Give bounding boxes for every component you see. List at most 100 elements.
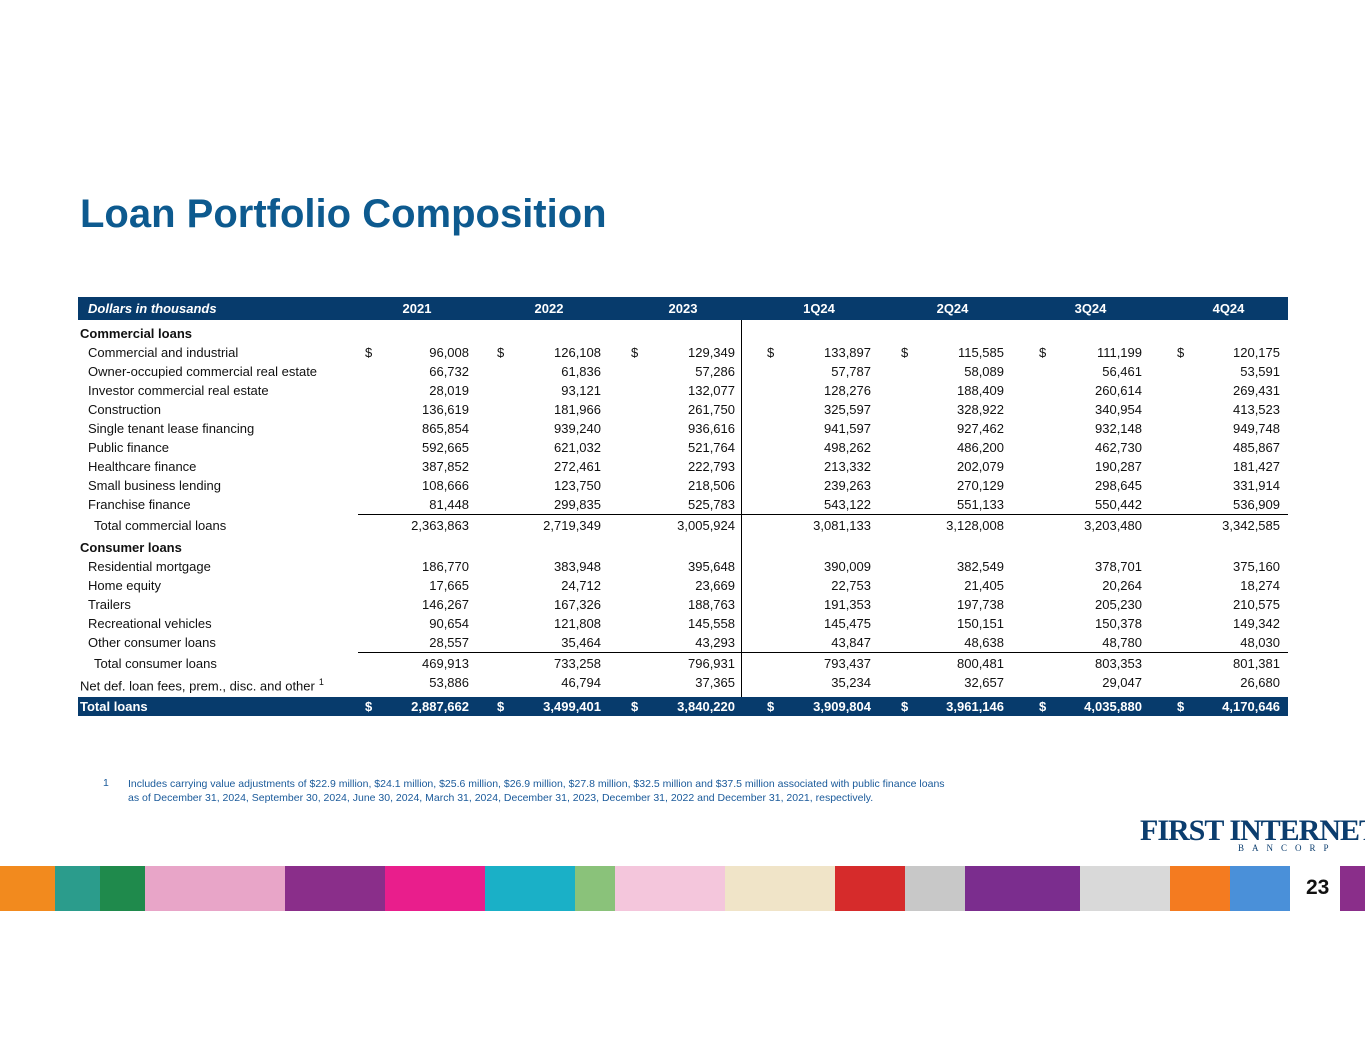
value: 395,648 xyxy=(688,559,735,574)
value: 325,597 xyxy=(824,402,871,417)
value: 20,264 xyxy=(1102,578,1142,593)
value: 28,557 xyxy=(429,635,469,650)
row-label: Healthcare finance xyxy=(88,459,197,474)
value: 186,770 xyxy=(422,559,469,574)
row-label: Residential mortgage xyxy=(88,559,211,574)
currency: $ xyxy=(1177,345,1185,360)
value: 57,787 xyxy=(831,364,871,379)
value: 3,005,924 xyxy=(677,518,735,533)
footnote-text: Includes carrying value adjustments of $… xyxy=(128,778,945,804)
header-cell: 4Q24 xyxy=(1212,301,1245,316)
value: 521,764 xyxy=(688,440,735,455)
value: 261,750 xyxy=(688,402,735,417)
value: 222,793 xyxy=(688,459,735,474)
value: 150,378 xyxy=(1095,616,1142,631)
value: 239,263 xyxy=(824,478,871,493)
value: 2,887,662 xyxy=(411,699,469,714)
value: 3,499,401 xyxy=(543,699,601,714)
currency: $ xyxy=(365,699,373,714)
value: 462,730 xyxy=(1095,440,1142,455)
currency: $ xyxy=(631,699,639,714)
header-cell: 1Q24 xyxy=(803,301,835,316)
row-label: Total consumer loans xyxy=(94,656,217,671)
value: 48,030 xyxy=(1240,635,1280,650)
row-label: Construction xyxy=(88,402,161,417)
row-label: Other consumer loans xyxy=(88,635,216,650)
value: 328,922 xyxy=(957,402,1004,417)
row-label: Investor commercial real estate xyxy=(88,383,269,398)
value: 865,854 xyxy=(422,421,469,436)
value: 26,680 xyxy=(1240,675,1280,690)
value: 793,437 xyxy=(824,656,871,671)
footnote-marker: 1 xyxy=(103,777,109,789)
currency: $ xyxy=(767,345,775,360)
value: 485,867 xyxy=(1233,440,1280,455)
value: 260,614 xyxy=(1095,383,1142,398)
value: 191,353 xyxy=(824,597,871,612)
logo-name: FIRST INTERNET xyxy=(1140,814,1365,847)
value: 81,448 xyxy=(429,497,469,512)
value: 58,089 xyxy=(964,364,1004,379)
value: 149,342 xyxy=(1233,616,1280,631)
currency: $ xyxy=(497,345,505,360)
value: 525,783 xyxy=(688,497,735,512)
value: 121,808 xyxy=(554,616,601,631)
value: 21,405 xyxy=(964,578,1004,593)
value: 469,913 xyxy=(422,656,469,671)
row-label: Recreational vehicles xyxy=(88,616,212,631)
currency: $ xyxy=(1039,699,1047,714)
currency: $ xyxy=(631,345,639,360)
value: 486,200 xyxy=(957,440,1004,455)
value: 269,431 xyxy=(1233,383,1280,398)
value: 383,948 xyxy=(554,559,601,574)
value: 543,122 xyxy=(824,497,871,512)
value: 56,461 xyxy=(1102,364,1142,379)
value: 375,160 xyxy=(1233,559,1280,574)
currency: $ xyxy=(901,699,909,714)
value: 66,732 xyxy=(429,364,469,379)
value: 29,047 xyxy=(1102,675,1142,690)
value: 3,128,008 xyxy=(946,518,1004,533)
currency: $ xyxy=(767,699,775,714)
header-cell: 2Q24 xyxy=(936,301,969,316)
value: 145,558 xyxy=(688,616,735,631)
value: 150,151 xyxy=(957,616,1004,631)
total-rule xyxy=(358,652,1288,653)
value: 272,461 xyxy=(554,459,601,474)
currency: $ xyxy=(1177,699,1185,714)
value: 132,077 xyxy=(688,383,735,398)
value: 387,852 xyxy=(422,459,469,474)
value: 35,464 xyxy=(561,635,601,650)
value: 270,129 xyxy=(957,478,1004,493)
value: 96,008 xyxy=(429,345,469,360)
value: 190,287 xyxy=(1095,459,1142,474)
value: 205,230 xyxy=(1095,597,1142,612)
note-marker: 1 xyxy=(318,677,324,687)
value: 213,332 xyxy=(824,459,871,474)
value: 498,262 xyxy=(824,440,871,455)
value: 796,931 xyxy=(688,656,735,671)
value: 941,597 xyxy=(824,421,871,436)
value: 111,199 xyxy=(1096,345,1142,360)
value: 53,591 xyxy=(1240,364,1280,379)
value: 48,638 xyxy=(964,635,1004,650)
value: 129,349 xyxy=(688,345,735,360)
value: 803,353 xyxy=(1095,656,1142,671)
row-label: Franchise finance xyxy=(88,497,191,512)
value: 621,032 xyxy=(554,440,601,455)
value: 146,267 xyxy=(422,597,469,612)
value: 3,081,133 xyxy=(813,518,871,533)
page-number: 23 xyxy=(1306,876,1330,899)
value: 61,836 xyxy=(561,364,601,379)
value: 592,665 xyxy=(422,440,469,455)
value: 382,549 xyxy=(957,559,1004,574)
value: 120,175 xyxy=(1233,345,1280,360)
value: 90,654 xyxy=(429,616,469,631)
value: 43,847 xyxy=(831,635,871,650)
value: 18,274 xyxy=(1240,578,1280,593)
value: 298,645 xyxy=(1095,478,1142,493)
logo-sub: BANCORP xyxy=(1238,843,1337,853)
value: 3,909,804 xyxy=(813,699,871,714)
value: 23,669 xyxy=(695,578,735,593)
